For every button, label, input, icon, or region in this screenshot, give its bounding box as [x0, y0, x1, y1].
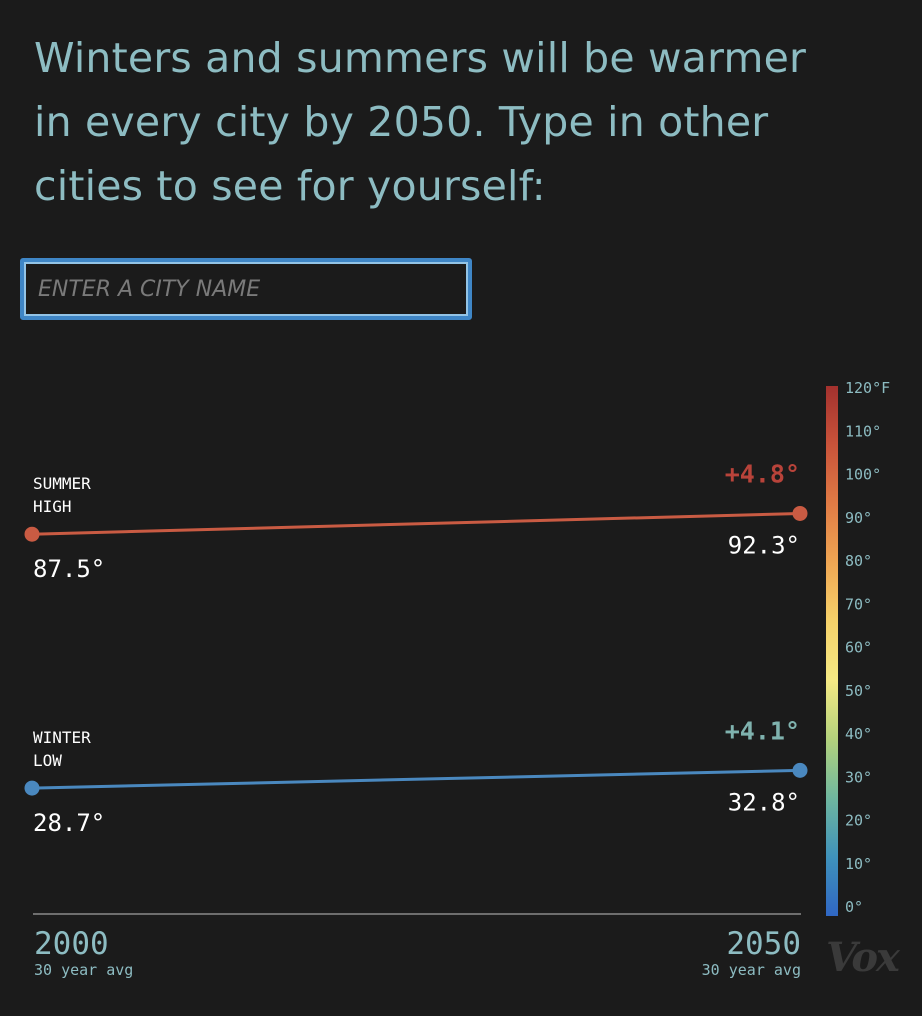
color-scale-tick-label: 40°	[845, 725, 872, 743]
color-scale-tick-label: 30°	[845, 768, 872, 786]
color-scale-tick-label: 90°	[845, 509, 872, 527]
series-layer: SUMMER HIGH 87.5° 92.3° +4.8° WINTER LOW 28.7° 3…	[24, 459, 808, 837]
color-scale-tick-label: 110°	[845, 422, 881, 440]
winter-low-series-label: LOW	[33, 751, 62, 770]
headline: Winters and summers will be warmer in ev…	[34, 34, 807, 210]
color-scale-tick-label: 100°	[845, 466, 881, 484]
summer-high-start-point	[24, 526, 40, 542]
color-scale-tick-label: 70°	[845, 595, 872, 613]
x-axis-start-year: 2000	[34, 926, 109, 962]
summer-high-line	[31, 511, 801, 536]
x-axis-end-year: 2050	[726, 926, 801, 962]
winter-low-series-label: WINTER	[33, 728, 91, 747]
color-scale-tick-label: 60°	[845, 639, 872, 657]
color-scale-tick-label: 120°F	[845, 379, 890, 397]
color-scale-ticks: 120°F 110° 100° 90° 80° 70° 60° 50° 40° 30° 20° 10°…	[845, 379, 890, 916]
winter-low-change-label: +4.1°	[725, 716, 800, 745]
winter-low-start-point	[24, 780, 40, 796]
city-search-input[interactable]	[20, 258, 472, 320]
summer-high-end-point	[792, 505, 808, 521]
summer-high-start-value: 87.5°	[33, 555, 105, 583]
color-scale-tick-label: 80°	[845, 552, 872, 570]
x-axis-start-sub: 30 year avg	[34, 961, 133, 979]
winter-low-start-value: 28.7°	[33, 809, 105, 837]
summer-high-change-label: +4.8°	[725, 459, 800, 488]
x-axis-end-sub: 30 year avg	[702, 961, 801, 979]
winter-low-end-value: 32.8°	[728, 788, 800, 816]
winter-low-end-point	[792, 762, 808, 778]
summer-high-series-label: HIGH	[33, 497, 72, 516]
color-scale-tick-label: 50°	[845, 682, 872, 700]
summer-high-end-value: 92.3°	[728, 531, 800, 559]
color-scale-tick-label: 10°	[845, 855, 872, 873]
color-scale-tick-label: 20°	[845, 812, 872, 830]
summer-high-series-label: SUMMER	[33, 474, 91, 493]
vox-logo: Vox	[826, 934, 900, 981]
color-scale-bar	[826, 386, 838, 916]
winter-low-line	[31, 768, 801, 790]
color-scale-tick-label: 0°	[845, 898, 863, 916]
